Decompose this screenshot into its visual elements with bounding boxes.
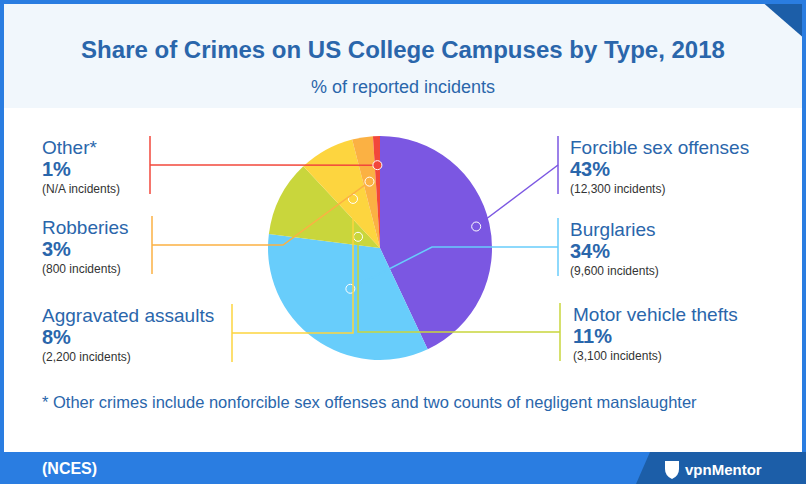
- brand-band: [636, 452, 806, 484]
- category-label: Other*: [42, 137, 98, 158]
- chart-svg: Share of Crimes on US College Campuses b…: [0, 0, 806, 484]
- title: Share of Crimes on US College Campuses b…: [81, 36, 725, 63]
- header-band: [0, 0, 806, 108]
- category-label: Motor vehicle thefts: [573, 304, 738, 325]
- leader-dot: [373, 161, 382, 170]
- corner-decoration: [760, 0, 806, 40]
- leader-dot: [354, 232, 363, 241]
- incident-label: (N/A incidents): [42, 182, 120, 196]
- incident-label: (800 incidents): [42, 262, 121, 276]
- value-label: 8%: [42, 326, 71, 348]
- leader-dot: [472, 222, 481, 231]
- label-group: Forcible sex offenses43% (12,300 incident…: [42, 137, 749, 364]
- footer-band: [0, 452, 806, 484]
- brand-icon: [665, 461, 679, 479]
- leader-line: [476, 165, 558, 226]
- category-label: Forcible sex offenses: [570, 137, 749, 158]
- leader-group: [150, 136, 560, 362]
- subtitle: % of reported incidents: [311, 77, 495, 97]
- value-label: 3%: [42, 238, 71, 260]
- frame: [2, 2, 804, 482]
- category-label: Aggravated assaults: [42, 305, 214, 326]
- background: [0, 0, 806, 484]
- leader-line: [150, 164, 377, 166]
- value-label: 43%: [570, 158, 610, 180]
- leader-line: [232, 199, 353, 333]
- leader-dot: [365, 177, 374, 186]
- pie-slice: [268, 234, 428, 360]
- value-label: 34%: [570, 240, 610, 262]
- leader-line: [152, 182, 369, 245]
- incident-label: (3,100 incidents): [573, 349, 662, 363]
- incident-label: (12,300 incidents): [570, 182, 665, 196]
- value-label: 1%: [42, 158, 71, 180]
- value-label: 11%: [573, 325, 612, 347]
- leader-line: [358, 237, 560, 332]
- pie-group: [268, 136, 492, 360]
- category-label: Burglaries: [570, 219, 656, 240]
- pie-slice: [373, 136, 380, 248]
- footnote: * Other crimes include nonforcible sex o…: [42, 393, 697, 411]
- leader-line: [350, 247, 558, 289]
- incident-label: (9,600 incidents): [570, 264, 659, 278]
- incident-label: (2,200 incidents): [42, 350, 131, 364]
- source: (NCES): [42, 460, 97, 477]
- category-label: Robberies: [42, 217, 129, 238]
- brand: vpnMentor: [685, 461, 762, 478]
